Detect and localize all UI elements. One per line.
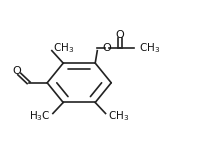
Text: CH$_3$: CH$_3$ — [108, 110, 129, 123]
Text: O: O — [102, 44, 111, 53]
Text: H$_3$C: H$_3$C — [29, 110, 51, 123]
Text: O: O — [12, 66, 21, 76]
Text: CH$_3$: CH$_3$ — [139, 42, 160, 55]
Text: CH$_3$: CH$_3$ — [53, 41, 74, 55]
Text: O: O — [116, 30, 124, 40]
